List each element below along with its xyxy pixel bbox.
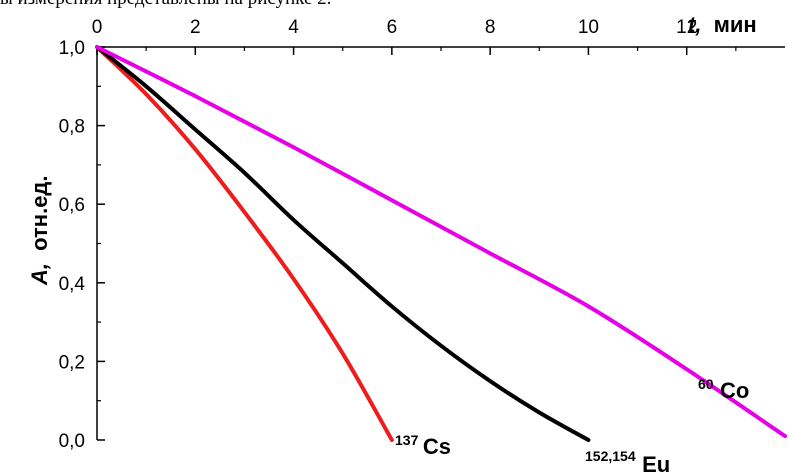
x-tick-label: 12 — [676, 17, 697, 38]
x-tick-label: 0 — [92, 17, 103, 38]
x-tick-label: 4 — [288, 17, 299, 38]
cs-symbol: Cs — [423, 434, 451, 459]
series-label-co: 60 Co — [698, 376, 749, 403]
x-axis-title-symbol: t, — [688, 12, 701, 37]
x-tick-label: 8 — [485, 17, 496, 38]
series-line-co — [95, 45, 787, 439]
eu-symbol: Eu — [642, 452, 670, 476]
x-axis-title-unit: мин — [714, 12, 757, 37]
cs-mass-number: 137 — [395, 432, 419, 448]
series-line-eu — [95, 45, 591, 442]
eu-mass-number: 152,154 — [585, 448, 636, 464]
y-axis-ticks: 0,0 0,2 0,4 0,6 0,8 1,0 — [59, 38, 105, 452]
x-tick-label: 2 — [190, 17, 201, 38]
plot-frame — [96, 46, 785, 440]
y-axis-title-unit: отн.ед. — [27, 175, 52, 250]
x-axis-title: t, мин — [688, 12, 757, 37]
co-symbol: Co — [720, 378, 749, 403]
x-tick-label: 6 — [387, 17, 398, 38]
y-tick-label: 0,4 — [59, 274, 86, 295]
co-mass-number: 60 — [698, 376, 714, 392]
y-tick-label: 0,8 — [59, 117, 85, 138]
y-tick-label: 0,2 — [59, 352, 85, 373]
series-label-eu: 152,154 Eu — [585, 448, 670, 476]
y-tick-label: 1,0 — [59, 38, 85, 59]
y-tick-label: 0,6 — [59, 195, 85, 216]
y-axis-title: A, отн.ед. — [27, 175, 52, 286]
series-label-cs: 137 Cs — [395, 432, 451, 459]
y-tick-label: 0,0 — [59, 431, 85, 452]
series-line-cs — [95, 45, 394, 442]
y-axis-title-symbol: A, — [27, 263, 52, 286]
x-tick-label: 10 — [578, 17, 599, 38]
x-axis-ticks: 0 2 4 6 8 10 12 — [92, 17, 737, 55]
caption-fragment: ы измерения представлены на рисунке 2. — [0, 0, 331, 10]
series-lines — [95, 45, 787, 442]
